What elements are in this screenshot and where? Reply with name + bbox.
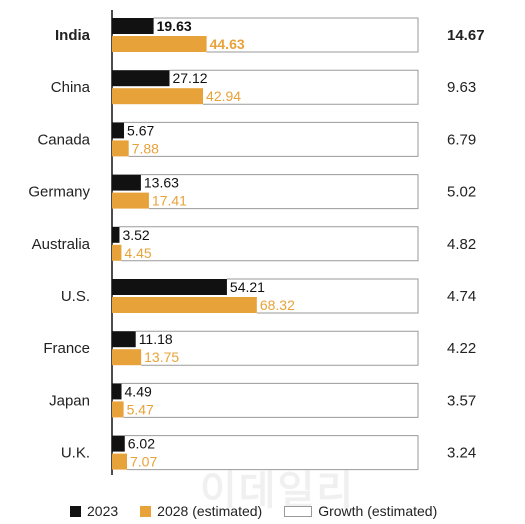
bar-2023-canada — [112, 122, 125, 139]
growth-value-germany: 5.02 — [447, 184, 476, 201]
bar-2028-japan — [112, 401, 124, 418]
value-label-2028-france: 13.75 — [144, 349, 179, 365]
bar-2023-uk — [112, 435, 125, 452]
legend: 2023 2028 (estimated) Growth (estimated) — [70, 503, 459, 519]
bar-2028-china — [112, 88, 204, 105]
growth-box-japan — [121, 382, 419, 418]
legend-item-growth: Growth (estimated) — [284, 503, 437, 519]
value-label-2028-australia: 4.45 — [124, 245, 151, 261]
growth-value-china: 9.63 — [447, 79, 476, 96]
category-label-canada: Canada — [37, 131, 90, 148]
value-label-2023-germany: 13.63 — [144, 175, 179, 191]
growth-value-france: 4.22 — [447, 340, 476, 357]
growth-box-us — [226, 278, 419, 314]
value-label-2023-australia: 3.52 — [122, 227, 149, 243]
value-label-2028-china: 42.94 — [206, 88, 241, 104]
bar-2023-india — [112, 18, 154, 34]
growth-box-france — [135, 330, 419, 366]
growth-value-us: 4.74 — [447, 288, 476, 305]
bar-2023-japan — [112, 383, 122, 400]
growth-value-uk: 3.24 — [447, 445, 476, 462]
bar-2028-france — [112, 349, 142, 366]
category-label-us: U.S. — [61, 288, 90, 305]
growth-value-canada: 6.79 — [447, 131, 476, 148]
growth-box-canada — [124, 121, 419, 157]
bar-2028-germany — [112, 192, 149, 209]
growth-value-australia: 4.82 — [447, 236, 476, 253]
legend-item-2028: 2028 (estimated) — [140, 503, 262, 519]
bar-2028-australia — [112, 244, 122, 261]
growth-box-australia — [119, 226, 419, 262]
bar-2023-australia — [112, 226, 120, 243]
bar-2023-germany — [112, 174, 141, 191]
legend-swatch-growth — [284, 505, 313, 517]
legend-swatch-2028 — [140, 505, 152, 517]
category-label-australia: Australia — [32, 236, 91, 253]
category-label-china: China — [51, 79, 91, 96]
bar-2023-china — [112, 70, 170, 87]
value-label-2028-canada: 7.88 — [132, 140, 159, 156]
growth-box-germany — [140, 174, 419, 210]
bar-2028-us — [112, 297, 257, 313]
value-label-2023-uk: 6.02 — [128, 436, 155, 452]
value-label-2028-india: 44.63 — [210, 36, 245, 52]
watermark: 이데일리 — [200, 468, 356, 514]
value-label-2028-germany: 17.41 — [152, 193, 187, 209]
bar-2028-canada — [112, 140, 129, 157]
category-label-japan: Japan — [49, 392, 90, 409]
legend-label-growth: Growth (estimated) — [318, 503, 438, 519]
bar-2028-uk — [112, 453, 127, 470]
value-label-2023-china: 27.12 — [172, 70, 207, 86]
value-label-2028-us: 68.32 — [260, 297, 295, 313]
chart-svg: India 19.63 44.63 14.67 China 27.12 42.94 9.63 C… — [28, 10, 485, 475]
legend-label-2028: 2028 (estimated) — [157, 503, 263, 519]
value-label-2023-france: 11.18 — [139, 331, 173, 347]
legend-item-2023: 2023 — [70, 503, 118, 519]
growth-value-japan: 3.57 — [447, 392, 476, 409]
value-label-2023-japan: 4.49 — [125, 383, 152, 399]
category-label-france: France — [43, 340, 90, 357]
bar-2028-india — [112, 36, 207, 52]
category-label-uk: U.K. — [61, 445, 90, 462]
bar-2023-france — [112, 331, 136, 348]
value-label-2023-us: 54.21 — [230, 279, 265, 295]
growth-box-china — [169, 69, 419, 105]
category-label-germany: Germany — [28, 184, 90, 201]
value-label-2023-canada: 5.67 — [127, 122, 154, 138]
growth-box-uk — [124, 435, 419, 471]
bar-2023-us — [112, 279, 227, 295]
category-label-india: India — [55, 27, 91, 44]
growth-box-india — [153, 17, 419, 53]
value-label-2028-japan: 5.47 — [127, 401, 154, 417]
legend-label-2023: 2023 — [87, 503, 119, 519]
value-label-2023-india: 19.63 — [157, 18, 192, 34]
legend-swatch-2023 — [70, 505, 81, 517]
value-label-2028-uk: 7.07 — [130, 454, 157, 470]
growth-value-india: 14.67 — [447, 27, 485, 44]
